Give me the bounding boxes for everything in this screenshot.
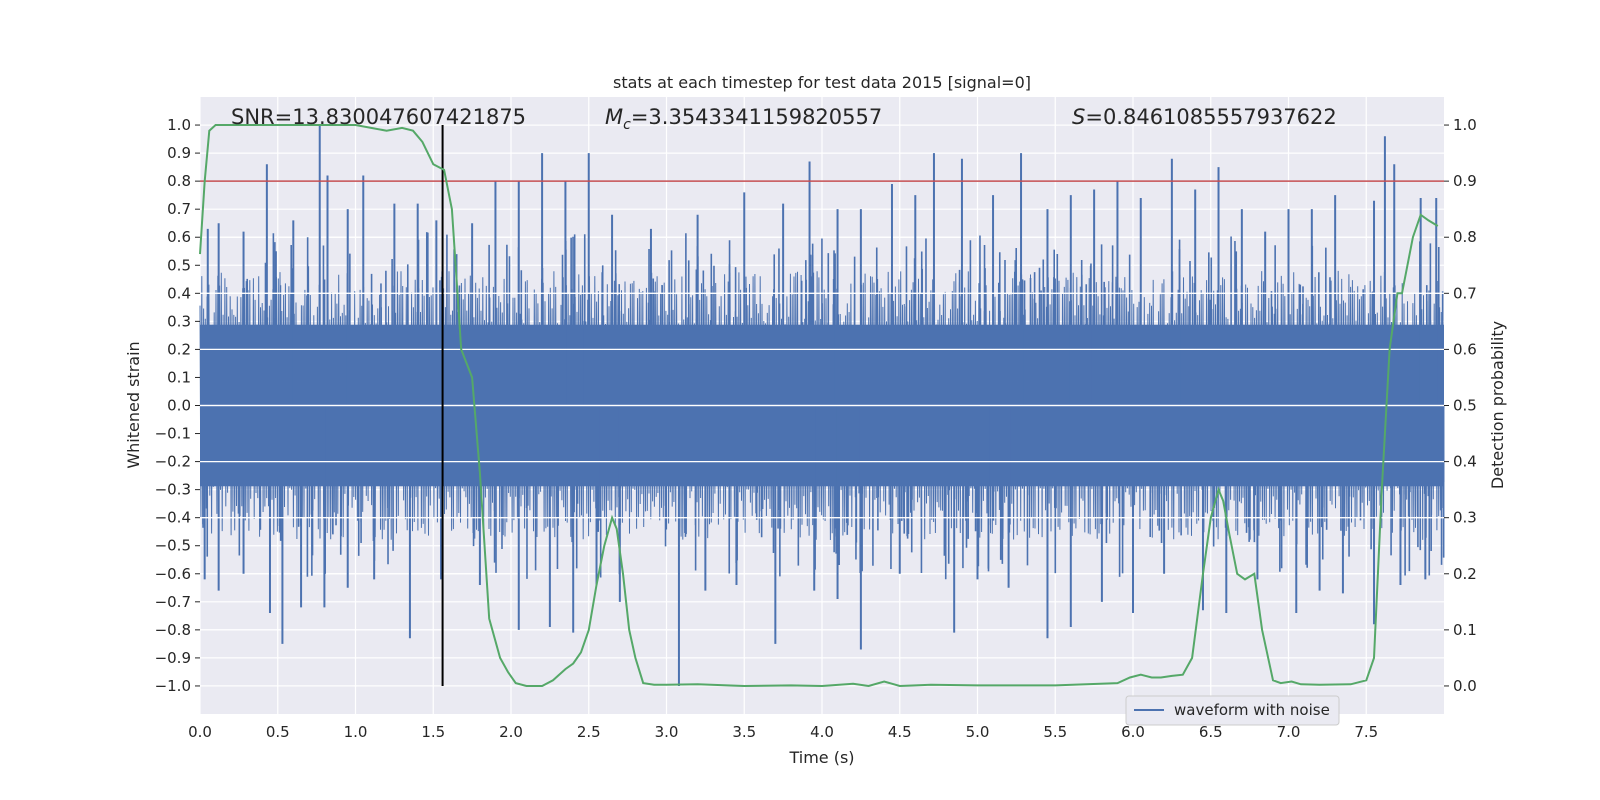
chart-title: stats at each timestep for test data 201… — [613, 73, 1031, 92]
x-tick-label: 7.0 — [1277, 723, 1301, 741]
y-tick-label-left: 0.3 — [167, 312, 191, 330]
chirp-mass-symbol: M — [605, 105, 623, 129]
legend-label: waveform with noise — [1174, 701, 1330, 719]
y-tick-label-right: 0.7 — [1453, 284, 1477, 302]
y-tick-label-left: −0.3 — [155, 481, 191, 499]
s-symbol: S — [1072, 105, 1085, 129]
y-tick-label-left: −0.5 — [155, 537, 191, 555]
y-tick-label-right: 0.3 — [1453, 509, 1477, 527]
y-tick-label-left: 0.8 — [167, 172, 191, 190]
y-tick-label-right: 1.0 — [1453, 116, 1477, 134]
y-tick-label-right: 0.9 — [1453, 172, 1477, 190]
y-tick-label-left: −0.7 — [155, 593, 191, 611]
y-tick-label-left: 0.2 — [167, 340, 191, 358]
x-tick-label: 0.5 — [266, 723, 290, 741]
chirp-mass-annotation: Mc=3.3543341159820557 — [605, 105, 882, 133]
axis-ticks: 0.0 0.5 1.0 1.5 2.0 2.5 3.0 3.5 4.0 4.5 5.0 5.5 6.0 6… — [155, 116, 1477, 741]
x-tick-label: 4.5 — [888, 723, 912, 741]
x-tick-label: 6.5 — [1199, 723, 1223, 741]
y-tick-label-left: −0.9 — [155, 649, 191, 667]
y-tick-label-left: −0.6 — [155, 565, 191, 583]
y-tick-label-left: 0.9 — [167, 144, 191, 162]
y-tick-label-right: 0.8 — [1453, 228, 1477, 246]
x-tick-label: 3.5 — [732, 723, 756, 741]
x-tick-label: 0.0 — [188, 723, 212, 741]
y-tick-label-right: 0.5 — [1453, 397, 1477, 415]
chirp-mass-subscript: c — [623, 117, 631, 133]
overlay-lines — [199, 124, 1444, 688]
y-axis-label-right: Detection probability — [1488, 321, 1507, 489]
x-tick-label: 2.5 — [577, 723, 601, 741]
x-tick-label: 1.0 — [344, 723, 368, 741]
y-tick-label-left: 1.0 — [167, 116, 191, 134]
y-tick-label-left: −0.4 — [155, 509, 191, 527]
y-tick-label-left: −0.8 — [155, 621, 191, 639]
y-tick-label-left: 0.0 — [167, 397, 191, 415]
y-tick-label-left: −0.1 — [155, 425, 191, 443]
snr-annotation: SNR=13.830047607421875 — [231, 105, 526, 129]
x-tick-label: 2.0 — [499, 723, 523, 741]
y-tick-label-left: 0.4 — [167, 284, 191, 302]
legend: waveform with noise — [1125, 695, 1340, 726]
x-tick-label: 6.0 — [1121, 723, 1145, 741]
y-tick-label-right: 0.0 — [1453, 677, 1477, 695]
x-tick-label: 5.5 — [1043, 723, 1067, 741]
s-annotation: S=0.8461085557937622 — [1072, 105, 1337, 129]
y-tick-label-left: 0.6 — [167, 228, 191, 246]
s-value: =0.8461085557937622 — [1085, 105, 1336, 129]
y-tick-label-left: 0.5 — [167, 256, 191, 274]
chirp-mass-value: =3.3543341159820557 — [631, 105, 882, 129]
legend-box — [1125, 695, 1340, 726]
y-tick-label-right: 0.4 — [1453, 453, 1477, 471]
y-axis-label-left: Whitened strain — [124, 341, 143, 468]
probability-line — [199, 124, 1439, 688]
x-tick-label: 3.0 — [655, 723, 679, 741]
y-tick-label-left: −0.2 — [155, 453, 191, 471]
x-tick-label: 1.5 — [421, 723, 445, 741]
y-tick-label-right: 0.6 — [1453, 340, 1477, 358]
x-tick-label: 7.5 — [1354, 723, 1378, 741]
y-tick-label-left: 0.1 — [167, 368, 191, 386]
y-tick-label-right: 0.1 — [1453, 621, 1477, 639]
x-tick-label: 4.0 — [810, 723, 834, 741]
x-tick-label: 5.0 — [966, 723, 990, 741]
y-tick-label-right: 0.2 — [1453, 565, 1477, 583]
waveform-series — [199, 125, 1445, 686]
y-tick-label-left: −1.0 — [155, 677, 191, 695]
y-tick-label-left: 0.7 — [167, 200, 191, 218]
x-axis-label: Time (s) — [788, 748, 854, 767]
